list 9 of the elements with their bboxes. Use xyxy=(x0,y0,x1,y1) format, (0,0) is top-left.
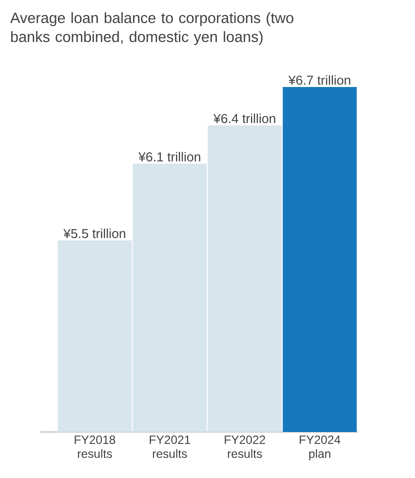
data-label: ¥5.5 trillion xyxy=(63,228,126,238)
data-label: ¥6.7 trillion xyxy=(288,75,350,85)
data-label: ¥6.1 trillion xyxy=(138,152,200,162)
x-tick-label: FY2024 plan xyxy=(300,436,340,460)
chart-title: Average loan balance to corporations (two banks combined, domestic yen loans) xyxy=(10,12,294,46)
data-label: ¥6.4 trillion xyxy=(213,114,276,124)
x-tick-label: FY2022 results xyxy=(224,436,266,458)
x-tick-label: FY2018 results xyxy=(74,436,116,458)
x-tick-label: FY2021 results xyxy=(150,436,190,458)
